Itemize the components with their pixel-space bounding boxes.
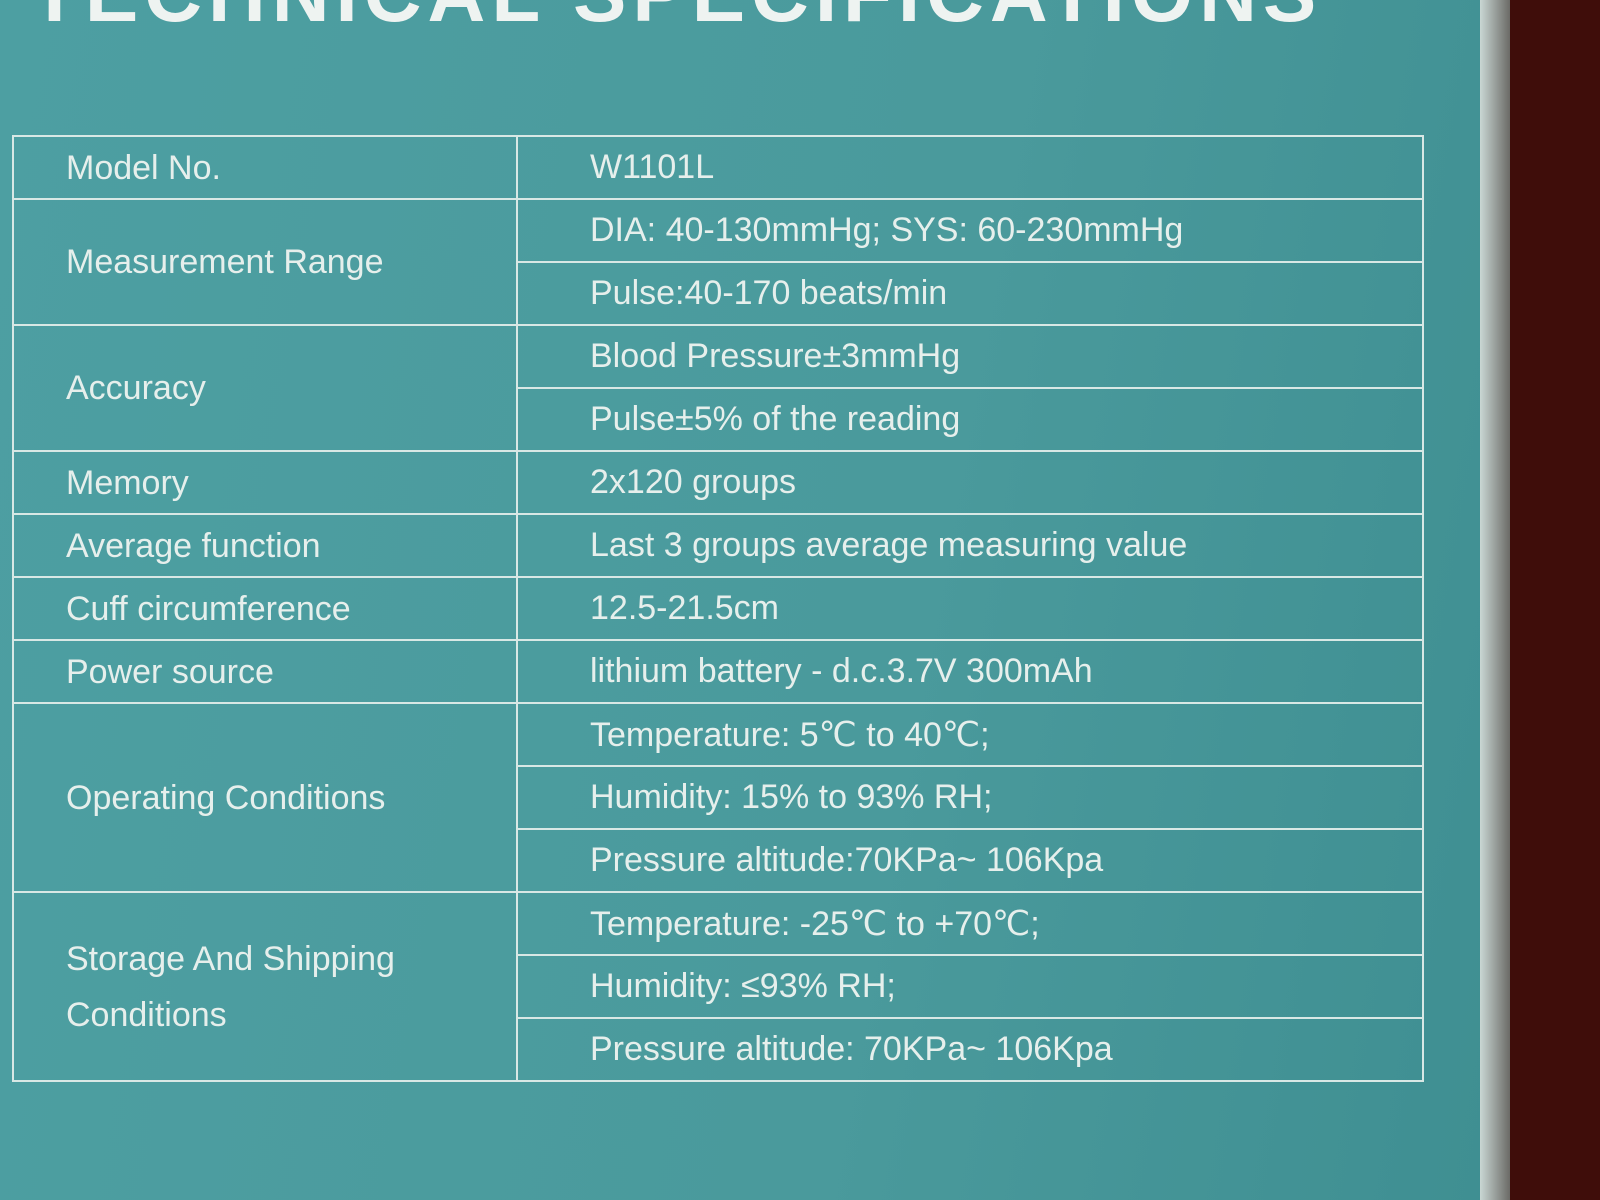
label-cell: Cuff circumference xyxy=(12,576,518,641)
table-row: Humidity: 15% to 93% RH; xyxy=(13,765,1424,830)
table-row: Cuff circumference 12.5-21.5cm xyxy=(12,576,1424,641)
label: Model No. xyxy=(66,148,221,187)
value-cell: DIA: 40-130mmHg; SYS: 60-230mmHg xyxy=(516,198,1424,263)
label-cell: Power source xyxy=(12,639,518,704)
value-cell: 12.5-21.5cm xyxy=(516,576,1424,641)
table-row: Power source lithium battery - d.c.3.7V 3… xyxy=(12,639,1424,704)
table-row: Pulse±5% of the reading xyxy=(13,387,1424,452)
label: Power source xyxy=(66,652,274,691)
table-row: Pulse:40-170 beats/min xyxy=(13,261,1424,326)
label-cell: Operating Conditions xyxy=(12,702,518,893)
table-row: Operating Conditions Temperature: 5℃ to 4… xyxy=(12,702,1424,893)
label: Measurement Range xyxy=(66,243,384,281)
box-edge xyxy=(1480,0,1510,1200)
table-row: Pressure altitude:70KPa~ 106Kpa xyxy=(13,828,1424,893)
value-cell: Last 3 groups average measuring value xyxy=(516,513,1424,578)
table-row: Model No. W1101L xyxy=(12,135,1424,200)
label: Memory xyxy=(66,463,189,502)
label: Cuff circumference xyxy=(66,589,351,628)
title: TECHNICAL SPECIFICATIONS xyxy=(30,0,1322,40)
table-body: Model No. W1101L Measurement Range DIA: 40-… xyxy=(12,135,1424,1082)
table-row: Pressure altitude: 70KPa~ 106Kpa xyxy=(13,1017,1424,1082)
value-cell: lithium battery - d.c.3.7V 300mAh xyxy=(516,639,1424,704)
value-cell: Humidity: ≤93% RH; xyxy=(516,954,1424,1019)
table-row: Measurement Range DIA: 40-130mmHg; SYS: 6… xyxy=(12,198,1424,326)
value-cell: Pulse:40-170 beats/min xyxy=(516,261,1424,326)
value-cell: Pulse±5% of the reading xyxy=(516,387,1424,452)
label-cell: Measurement Range xyxy=(12,198,518,326)
label-cell: Memory xyxy=(12,450,518,515)
table-row: Accuracy Blood Pressure±3mmHg xyxy=(12,324,1424,452)
value-cell: Pressure altitude: 70KPa~ 106Kpa xyxy=(516,1017,1424,1082)
value-cell: 2x120 groups xyxy=(516,450,1424,515)
label: Storage And Shipping Conditions xyxy=(66,939,395,1034)
label: Operating Conditions xyxy=(66,778,386,817)
box-panel: TECHNICAL SPECIFICATIONS Model No. W1101L… xyxy=(0,0,1480,1200)
label-cell: Model No. xyxy=(12,135,518,200)
label: Accuracy xyxy=(66,369,206,407)
spec-table: Model No. W1101L Measurement Range DIA: 40-… xyxy=(12,135,1424,1082)
value-cell: Pressure altitude:70KPa~ 106Kpa xyxy=(516,828,1424,893)
value-cell: Temperature: 5℃ to 40℃; xyxy=(516,702,1424,767)
table-row: Humidity: ≤93% RH; xyxy=(13,954,1424,1019)
value-cell: W1101L xyxy=(516,135,1424,200)
table-row: Memory 2x120 groups xyxy=(12,450,1424,515)
table-row: Storage And Shipping Conditions Temperatu… xyxy=(12,891,1424,1082)
label-cell: Average function xyxy=(12,513,518,578)
value-cell: Humidity: 15% to 93% RH; xyxy=(516,765,1424,830)
value-cell: Temperature: -25℃ to +70℃; xyxy=(516,891,1424,956)
label: Average function xyxy=(66,526,321,565)
table-row: Average function Last 3 groups average me… xyxy=(12,513,1424,578)
label-cell: Accuracy xyxy=(12,324,518,452)
value-cell: Blood Pressure±3mmHg xyxy=(516,324,1424,389)
label-cell: Storage And Shipping Conditions xyxy=(12,891,518,1082)
